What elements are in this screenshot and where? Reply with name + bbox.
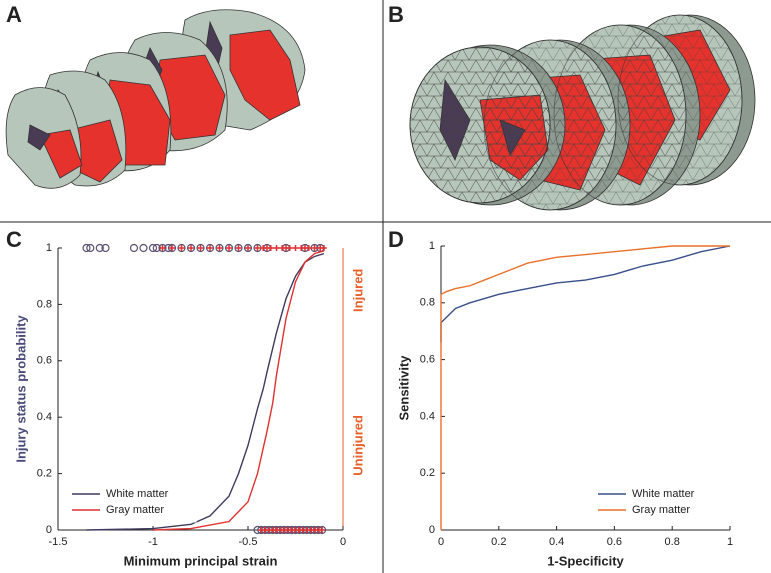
panel-label: D [388,227,404,252]
scatter-point [159,245,166,251]
y-axis-label: Injury status probability [13,315,28,463]
x-tick-label: -0.5 [239,536,258,548]
brain-slices-2d [5,9,306,189]
scatter-point [243,243,253,253]
scatter-point [196,243,205,253]
scatter-point [267,245,274,251]
x-tick-label: 0.4 [549,536,564,548]
y-axis-label: Sensitivity [396,355,411,421]
x-tick-label: 0 [340,536,346,548]
scatter-point [305,245,312,251]
scatter-point [101,243,110,253]
scatter-point [254,245,261,251]
legend-label: Gray matter [106,504,164,516]
x-tick-label: -1 [148,536,158,548]
y-tick-label: 0.4 [37,411,52,423]
y-tick-label: 0.2 [37,468,52,480]
x-tick-label: 0.8 [665,536,680,548]
scatter-point [197,245,204,251]
y-tick-label: 0.4 [420,410,435,422]
scatter-point [224,243,234,253]
y-tick-label: 1 [46,242,52,254]
scatter-point [245,245,251,251]
scatter-point [292,245,299,251]
legend-label: Gray matter [632,504,690,516]
scatter-point [169,245,175,251]
series-line [440,245,731,343]
panel-label: A [6,2,22,27]
brain-mesh-3d [409,14,756,211]
series-line [152,250,325,531]
scatter-point [188,245,194,251]
scatter-point [205,243,215,253]
scatter-point [186,243,196,253]
y2-axis-label: Uninjured [350,415,365,476]
y-tick-label: 0 [46,524,52,536]
x-tick-label: -1.5 [49,536,68,548]
scatter-point [86,243,95,253]
legend-box [65,481,197,523]
y2-axis-label: Injured [350,269,365,312]
scatter-point [167,243,177,253]
x-tick-label: 0.2 [491,536,506,548]
x-tick-label: 0.6 [607,536,622,548]
scatter-point [234,243,243,253]
scatter-point [215,243,224,253]
scatter-point [235,245,242,251]
x-tick-label: 0 [438,536,444,548]
scatter-point [319,527,326,533]
scatter-point [226,245,232,251]
scatter-point [207,245,213,251]
scatter-point [177,243,186,253]
legend-label: White matter [106,488,169,500]
x-axis-label: 1-Specificity [547,553,624,568]
legend: White matter Gray matter [591,481,723,523]
scatter-point [158,243,167,253]
panel-label: C [6,227,22,252]
scatter-point [273,245,280,251]
scatter-point [148,243,158,253]
series-line [440,245,730,530]
scatter-point [311,245,318,251]
y-tick-label: 1 [429,240,435,252]
y-tick-label: 0.8 [420,297,435,309]
scatter-point [286,245,293,251]
y-tick-label: 0.8 [37,298,52,310]
legend-box [591,481,723,523]
y-tick-label: 0.6 [37,355,52,367]
x-tick-label: 1 [727,536,733,548]
legend-label: White matter [632,488,695,500]
scatter-point [95,243,104,253]
legend: White matter Gray matter [65,481,197,523]
scatter-point [216,245,223,251]
series-line [86,252,325,531]
y-tick-label: 0.6 [420,354,435,366]
y-tick-label: 0 [429,524,435,536]
scatter-point [321,245,327,251]
scatter-point [129,243,139,253]
x-axis-label: Minimum principal strain [124,553,278,568]
y-tick-label: 0.2 [420,467,435,479]
scatter-point [139,243,148,253]
scatter-point [82,243,91,253]
scatter-point [178,245,185,251]
panel-label: B [388,2,404,27]
